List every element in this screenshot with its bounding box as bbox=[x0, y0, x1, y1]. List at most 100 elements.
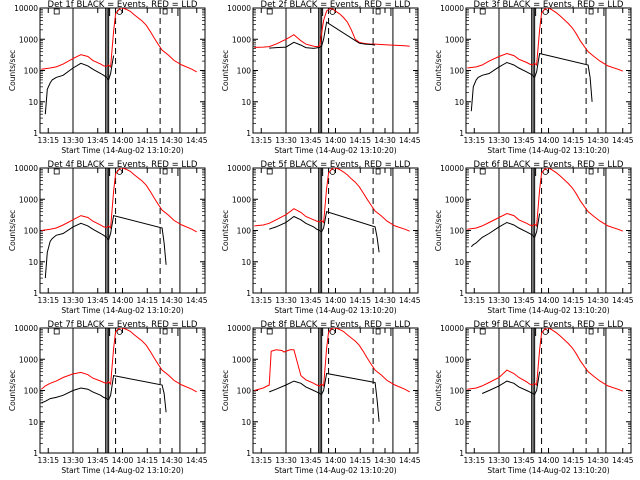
marker-box bbox=[375, 168, 381, 175]
panel-det-4f: Det 4f BLACK = Events, RED = LLD 1 10 100 10… bbox=[8, 160, 208, 315]
x-tick-label: 13:45 bbox=[300, 296, 322, 305]
x-tick-label: 13:45 bbox=[300, 456, 322, 465]
y-axis-label: Counts/sec bbox=[221, 50, 230, 91]
y-axis-label: Counts/sec bbox=[221, 210, 230, 251]
x-tick-label: 14:00 bbox=[112, 136, 134, 145]
x-tick-label: 14:00 bbox=[112, 456, 134, 465]
y-tick-label: 100 bbox=[237, 387, 252, 396]
marker-box bbox=[266, 168, 273, 175]
x-tick-label: 14:15 bbox=[136, 136, 158, 145]
x-tick-label: 14:15 bbox=[136, 296, 158, 305]
y-tick-label: 1000 bbox=[232, 195, 251, 204]
x-tick-label: 13:15 bbox=[463, 296, 485, 305]
x-tick-label: 14:30 bbox=[161, 456, 183, 465]
x-tick-label: 14:15 bbox=[136, 456, 158, 465]
x-tick-label: 13:30 bbox=[488, 296, 510, 305]
x-tick-label: 13:15 bbox=[463, 456, 485, 465]
panel-det-5f: Det 5f BLACK = Events, RED = LLD 1 10 100 10… bbox=[221, 160, 421, 315]
y-tick-label: 100 bbox=[237, 67, 252, 76]
y-tick-label: 1000 bbox=[445, 355, 464, 364]
panel-title: Det 4f BLACK = Events, RED = LLD bbox=[48, 160, 198, 170]
x-tick-label: 13:30 bbox=[62, 456, 84, 465]
x-tick-label: 13:15 bbox=[250, 136, 272, 145]
marker-box bbox=[479, 8, 486, 15]
series-black-line bbox=[482, 371, 541, 396]
y-tick-label: 10000 bbox=[227, 4, 251, 13]
series-red-line bbox=[254, 328, 410, 393]
y-tick-label: 1 bbox=[246, 129, 251, 138]
x-tick-label: 14:00 bbox=[325, 456, 347, 465]
x-tick-label: 14:30 bbox=[587, 456, 609, 465]
marker-box bbox=[53, 328, 60, 335]
panel-title: Det 9f BLACK = Events, RED = LLD bbox=[474, 320, 624, 330]
y-tick-label: 1000 bbox=[232, 35, 251, 44]
x-tick-label: 14:15 bbox=[562, 136, 584, 145]
y-tick-label: 1 bbox=[33, 129, 38, 138]
x-tick-label: 14:30 bbox=[587, 136, 609, 145]
panel-title: Det 5f BLACK = Events, RED = LLD bbox=[261, 160, 411, 170]
y-tick-label: 10000 bbox=[440, 324, 464, 333]
x-axis-label: Start Time (14-Aug-02 13:10:20) bbox=[487, 146, 609, 155]
x-tick-label: 14:00 bbox=[325, 136, 347, 145]
x-tick-label: 14:45 bbox=[186, 456, 208, 465]
series-black-line bbox=[41, 375, 167, 413]
y-tick-label: 1 bbox=[459, 289, 464, 298]
x-tick-label: 14:30 bbox=[161, 136, 183, 145]
marker-box bbox=[588, 168, 594, 175]
y-tick-label: 1 bbox=[459, 129, 464, 138]
y-tick-label: 1 bbox=[33, 449, 38, 458]
y-tick-label: 1000 bbox=[445, 35, 464, 44]
x-tick-label: 13:45 bbox=[87, 456, 109, 465]
series-black-line bbox=[269, 21, 376, 49]
panel-det-6f: Det 6f BLACK = Events, RED = LLD 1 10 100 10… bbox=[434, 160, 634, 315]
y-tick-label: 10000 bbox=[14, 164, 38, 173]
x-tick-label: 13:45 bbox=[513, 296, 535, 305]
x-tick-label: 13:45 bbox=[87, 296, 109, 305]
y-tick-label: 10000 bbox=[14, 4, 38, 13]
y-tick-label: 10000 bbox=[227, 164, 251, 173]
series-red-line bbox=[467, 168, 623, 232]
y-tick-label: 100 bbox=[450, 227, 465, 236]
x-tick-label: 14:30 bbox=[374, 296, 396, 305]
y-tick-label: 10 bbox=[454, 418, 464, 427]
marker-box bbox=[375, 328, 381, 335]
x-tick-label: 13:30 bbox=[275, 456, 297, 465]
x-tick-label: 14:15 bbox=[562, 456, 584, 465]
marker-box bbox=[588, 328, 594, 335]
series-red-line bbox=[467, 328, 623, 392]
series-red-line bbox=[41, 8, 197, 73]
marker-box bbox=[479, 168, 486, 175]
y-tick-label: 1000 bbox=[19, 35, 38, 44]
x-tick-label: 14:30 bbox=[161, 296, 183, 305]
y-tick-label: 10000 bbox=[440, 4, 464, 13]
y-tick-label: 100 bbox=[237, 227, 252, 236]
x-tick-label: 14:00 bbox=[538, 456, 560, 465]
marker-box bbox=[266, 328, 273, 335]
series-black-line bbox=[470, 52, 593, 112]
panel-title: Det 7f BLACK = Events, RED = LLD bbox=[48, 320, 198, 330]
marker-box bbox=[162, 168, 168, 175]
x-axis-label: Start Time (14-Aug-02 13:10:20) bbox=[61, 306, 183, 315]
y-tick-label: 100 bbox=[450, 67, 465, 76]
x-tick-label: 14:15 bbox=[562, 296, 584, 305]
y-tick-label: 10000 bbox=[227, 324, 251, 333]
x-tick-label: 13:30 bbox=[62, 296, 84, 305]
x-tick-label: 13:30 bbox=[275, 136, 297, 145]
y-tick-label: 10 bbox=[454, 98, 464, 107]
x-tick-label: 13:45 bbox=[87, 136, 109, 145]
x-tick-label: 13:30 bbox=[275, 296, 297, 305]
y-tick-label: 1000 bbox=[19, 195, 38, 204]
y-tick-label: 100 bbox=[24, 387, 39, 396]
x-tick-label: 14:15 bbox=[349, 136, 371, 145]
x-tick-label: 13:15 bbox=[463, 136, 485, 145]
x-tick-label: 14:45 bbox=[186, 136, 208, 145]
panel-title: Det 3f BLACK = Events, RED = LLD bbox=[474, 0, 624, 10]
x-tick-label: 13:15 bbox=[37, 136, 59, 145]
series-black-line bbox=[269, 372, 380, 422]
panel-title: Det 6f BLACK = Events, RED = LLD bbox=[474, 160, 624, 170]
x-axis-label: Start Time (14-Aug-02 13:10:20) bbox=[274, 306, 396, 315]
y-tick-label: 1 bbox=[33, 289, 38, 298]
y-axis-label: Counts/sec bbox=[8, 210, 17, 251]
y-tick-label: 10 bbox=[28, 258, 38, 267]
x-tick-label: 13:45 bbox=[513, 456, 535, 465]
